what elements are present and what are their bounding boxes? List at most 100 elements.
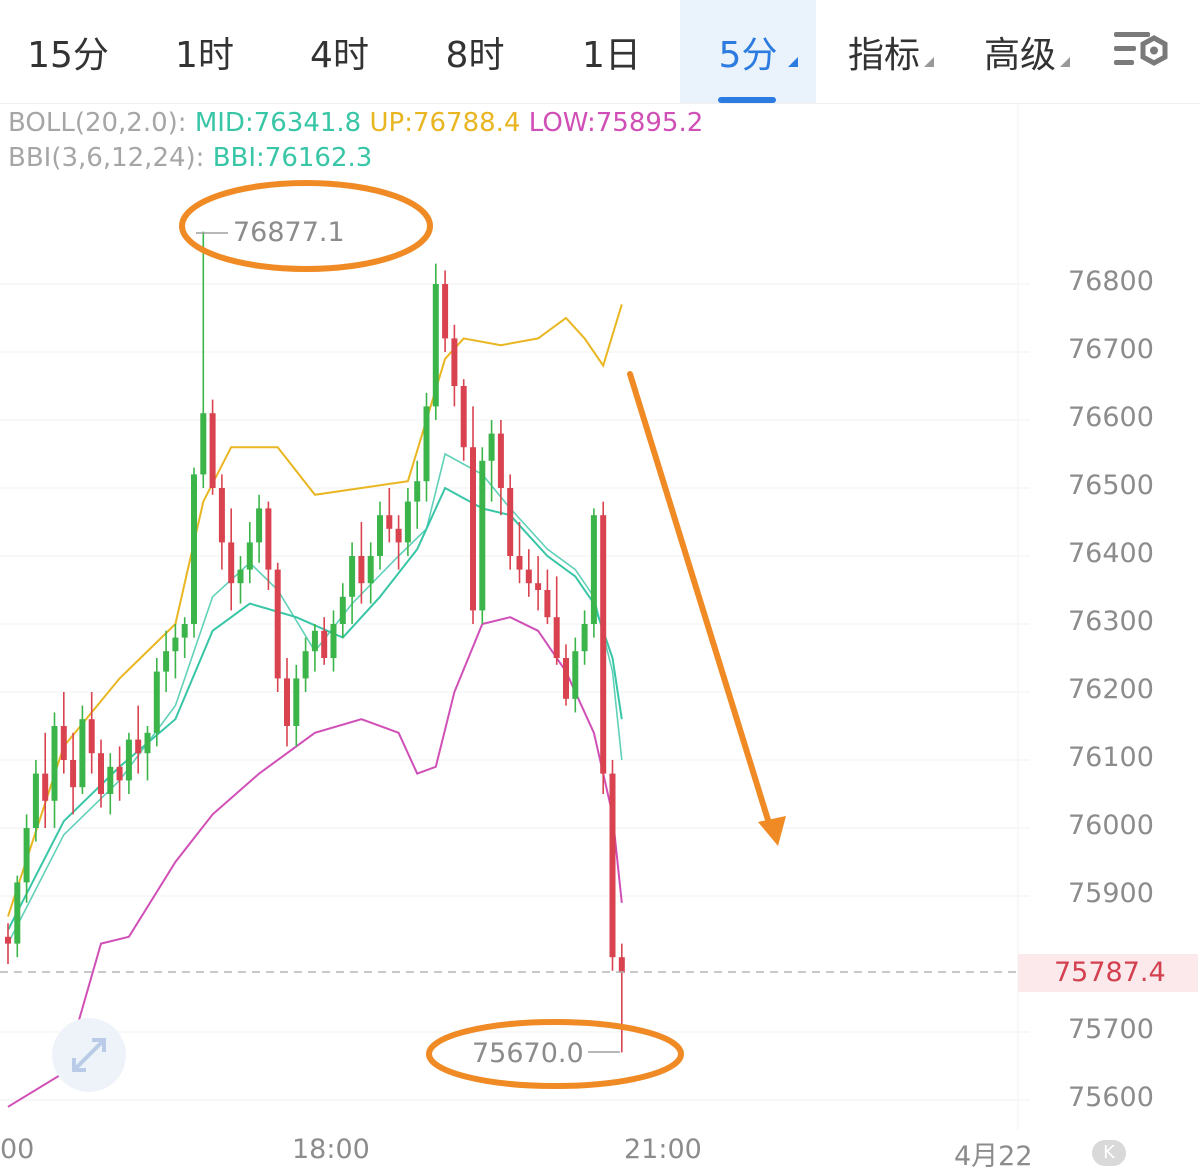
candle-body bbox=[442, 284, 449, 339]
candle-body bbox=[163, 651, 170, 672]
price-tick-label: 76300 bbox=[1068, 606, 1154, 637]
boll-label: BOLL(20,2.0): bbox=[8, 108, 187, 138]
price-tick-label: 76600 bbox=[1068, 402, 1154, 433]
candle-body bbox=[600, 515, 607, 774]
candle-body bbox=[237, 569, 244, 584]
candle-body bbox=[200, 413, 207, 475]
tab-label: 4时 bbox=[310, 34, 369, 76]
candle-body bbox=[274, 569, 281, 679]
tab-5[interactable]: 5分 bbox=[680, 0, 816, 103]
tab-label: 15分 bbox=[27, 34, 109, 76]
candle-body bbox=[98, 753, 104, 794]
k-badge: K bbox=[1092, 1140, 1126, 1166]
price-tick-label: 75600 bbox=[1068, 1082, 1154, 1113]
candle-body bbox=[423, 406, 430, 482]
candle-body bbox=[144, 732, 151, 754]
candle-body bbox=[377, 515, 383, 556]
candle-body bbox=[311, 630, 318, 652]
time-label-3: 4月22 bbox=[954, 1141, 1033, 1172]
candle-body bbox=[209, 413, 216, 488]
candle-body bbox=[479, 460, 486, 611]
candle-body bbox=[349, 556, 356, 597]
chart-settings-icon[interactable] bbox=[1112, 26, 1174, 74]
candle-body bbox=[60, 726, 67, 760]
candle-body bbox=[79, 719, 86, 788]
tab-1[interactable]: 1时 bbox=[137, 0, 272, 103]
price-tick-label: 76200 bbox=[1068, 674, 1154, 705]
bbi-legend: BBI(3,6,12,24): BBI:76162.3 bbox=[8, 143, 372, 173]
price-tick-label: 76000 bbox=[1068, 810, 1154, 841]
high-annotation-ellipse bbox=[179, 180, 433, 272]
candle-body bbox=[460, 386, 467, 448]
price-tick-label: 75700 bbox=[1068, 1014, 1154, 1045]
high-price-marker: 76877.1 bbox=[233, 217, 345, 248]
candle-body bbox=[497, 433, 504, 488]
candle-body bbox=[321, 630, 328, 658]
candle-body bbox=[284, 678, 290, 726]
candle-body bbox=[581, 624, 588, 652]
candle-body bbox=[88, 719, 95, 754]
candle-body bbox=[256, 508, 263, 543]
last-price-tag: 75787.4 bbox=[1018, 954, 1198, 992]
dropdown-triangle-icon bbox=[1060, 57, 1070, 67]
candle-body bbox=[293, 678, 300, 726]
expand-icon bbox=[72, 1038, 106, 1072]
candle-body bbox=[432, 284, 439, 407]
candle-body bbox=[246, 542, 253, 570]
candle-body bbox=[191, 474, 197, 624]
price-tick-label: 76800 bbox=[1068, 266, 1154, 297]
tab-3[interactable]: 8时 bbox=[407, 0, 543, 103]
candle-body bbox=[572, 651, 579, 699]
candle-body bbox=[32, 773, 39, 828]
boll-lower-line bbox=[7, 616, 623, 1108]
candle-body bbox=[590, 515, 597, 624]
candle-body bbox=[358, 556, 365, 584]
tab-label: 高级 bbox=[983, 34, 1056, 76]
candle-body bbox=[553, 617, 560, 658]
candle-body bbox=[544, 590, 551, 618]
candle-body bbox=[265, 508, 272, 570]
candle-body bbox=[563, 658, 569, 699]
price-tick-label: 75900 bbox=[1068, 878, 1154, 909]
candle-body bbox=[14, 882, 21, 944]
candle-body bbox=[516, 556, 523, 570]
tab-7[interactable]: 高级 bbox=[952, 0, 1088, 103]
down-arrow-shaft bbox=[627, 371, 771, 823]
candle-body bbox=[116, 766, 123, 781]
tab-2[interactable]: 4时 bbox=[272, 0, 407, 103]
boll-up-value: UP:76788.4 bbox=[369, 108, 521, 138]
candle-body bbox=[302, 651, 309, 679]
boll-mid-line bbox=[7, 486, 623, 931]
candle-body bbox=[386, 515, 393, 529]
time-label-2: 21:00 bbox=[624, 1134, 702, 1165]
candle-body bbox=[23, 828, 30, 883]
tab-6[interactable]: 指标 bbox=[816, 0, 952, 103]
dropdown-triangle-icon bbox=[788, 57, 798, 67]
price-tick-label: 76700 bbox=[1068, 334, 1154, 365]
boll-upper-line bbox=[7, 304, 623, 917]
boll-low-value: LOW:75895.2 bbox=[528, 108, 704, 138]
candle-body bbox=[5, 936, 11, 944]
candle-body bbox=[228, 542, 235, 584]
candle-body bbox=[51, 726, 58, 801]
candle-body bbox=[181, 624, 188, 638]
price-tick-label: 76500 bbox=[1068, 470, 1154, 501]
tab-label: 8时 bbox=[445, 34, 505, 76]
candle-body bbox=[488, 433, 495, 461]
candle-body bbox=[153, 671, 160, 733]
candle-body bbox=[135, 739, 142, 754]
candle-body bbox=[339, 596, 346, 624]
tab-4[interactable]: 1日 bbox=[543, 0, 680, 103]
candle-body bbox=[70, 760, 77, 788]
candle-body bbox=[218, 488, 225, 543]
candle-body bbox=[125, 739, 132, 781]
candle-body bbox=[107, 766, 114, 794]
tab-label: 1时 bbox=[175, 34, 234, 76]
tab-0[interactable]: 15分 bbox=[0, 0, 136, 103]
candle-body bbox=[172, 637, 179, 652]
expand-chart-button[interactable] bbox=[52, 1018, 126, 1092]
candle-body bbox=[609, 773, 616, 958]
bbi-label: BBI(3,6,12,24): bbox=[8, 143, 205, 173]
time-label-1: 18:00 bbox=[292, 1134, 370, 1165]
